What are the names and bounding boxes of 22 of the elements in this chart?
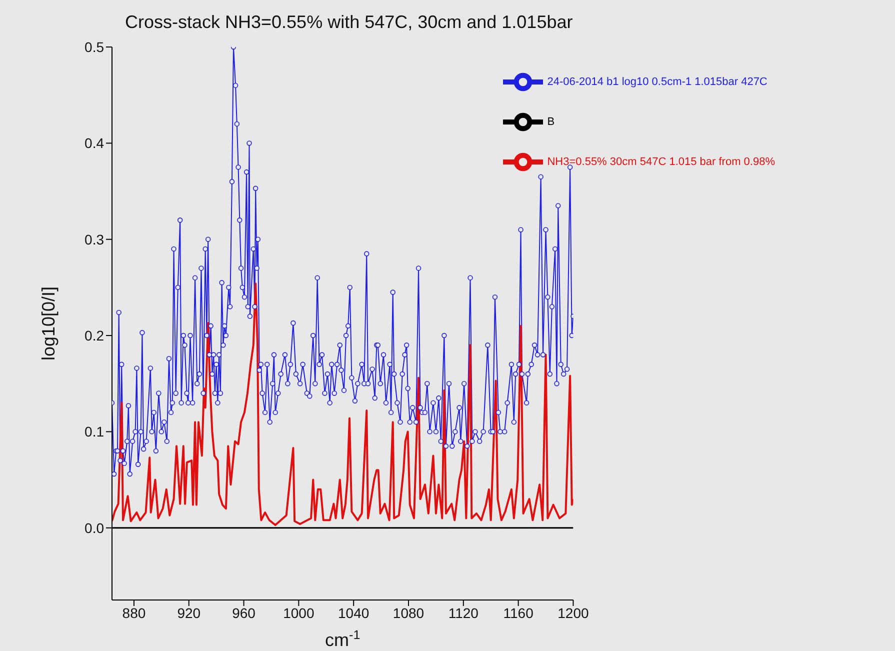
y-tick-label: 0.0 — [84, 520, 104, 536]
x-tick-label: 880 — [122, 604, 146, 621]
x-tick-label: 1000 — [283, 604, 314, 621]
line-series — [112, 282, 574, 526]
y-tick-label: 0.5 — [84, 38, 104, 55]
x-tick-label: 920 — [177, 604, 201, 621]
x-tick-label: 960 — [232, 604, 256, 621]
y-tick-label: 0.4 — [84, 135, 104, 152]
x-axis-title: cm$^{-1}$ — [325, 628, 360, 650]
x-tick-label: 1120 — [448, 604, 479, 621]
y-axis-title: log10[0/I] — [38, 286, 58, 361]
x-tick-label: 1160 — [503, 604, 534, 621]
legend-label: B — [547, 116, 555, 128]
chart-title: Cross-stack NH3=0.55% with 547C, 30cm and 1.015bar — [125, 12, 573, 33]
legend-label: NH3=0.55% 30cm 547C 1.015 bar from 0.98% — [547, 156, 775, 168]
y-tick-label: 0.2 — [84, 327, 104, 344]
y-tick-label: 0.3 — [84, 231, 104, 248]
y-tick-label: 0.1 — [84, 424, 104, 440]
legend-label: 24-06-2014 b1 log10 0.5cm-1 1.015bar 427C — [547, 76, 768, 88]
x-tick-label: 1080 — [392, 604, 424, 621]
x-tick-label: 1040 — [338, 604, 370, 621]
x-tick-label: 1200 — [558, 604, 589, 621]
